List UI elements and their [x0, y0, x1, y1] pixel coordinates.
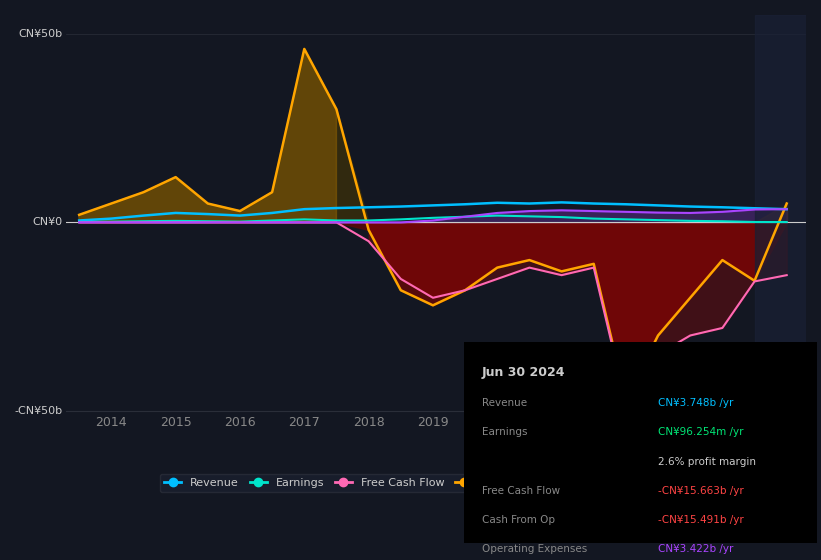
Text: CN¥3.748b /yr: CN¥3.748b /yr: [658, 398, 733, 408]
Text: CN¥96.254m /yr: CN¥96.254m /yr: [658, 427, 744, 437]
Text: Earnings: Earnings: [481, 427, 527, 437]
Text: CN¥50b: CN¥50b: [19, 29, 62, 39]
Text: 2.6% profit margin: 2.6% profit margin: [658, 456, 756, 466]
Text: Revenue: Revenue: [481, 398, 526, 408]
Legend: Revenue, Earnings, Free Cash Flow, Cash From Op, Operating Expenses: Revenue, Earnings, Free Cash Flow, Cash …: [160, 474, 713, 492]
Bar: [754, 15, 806, 411]
Text: Cash From Op: Cash From Op: [481, 515, 554, 525]
Text: CN¥0: CN¥0: [33, 217, 62, 227]
Text: CN¥3.422b /yr: CN¥3.422b /yr: [658, 544, 733, 554]
Text: -CN¥50b: -CN¥50b: [15, 406, 62, 416]
Text: -CN¥15.663b /yr: -CN¥15.663b /yr: [658, 486, 744, 496]
Text: Jun 30 2024: Jun 30 2024: [481, 366, 565, 379]
Text: Operating Expenses: Operating Expenses: [481, 544, 587, 554]
Text: Free Cash Flow: Free Cash Flow: [481, 486, 560, 496]
Text: -CN¥15.491b /yr: -CN¥15.491b /yr: [658, 515, 744, 525]
